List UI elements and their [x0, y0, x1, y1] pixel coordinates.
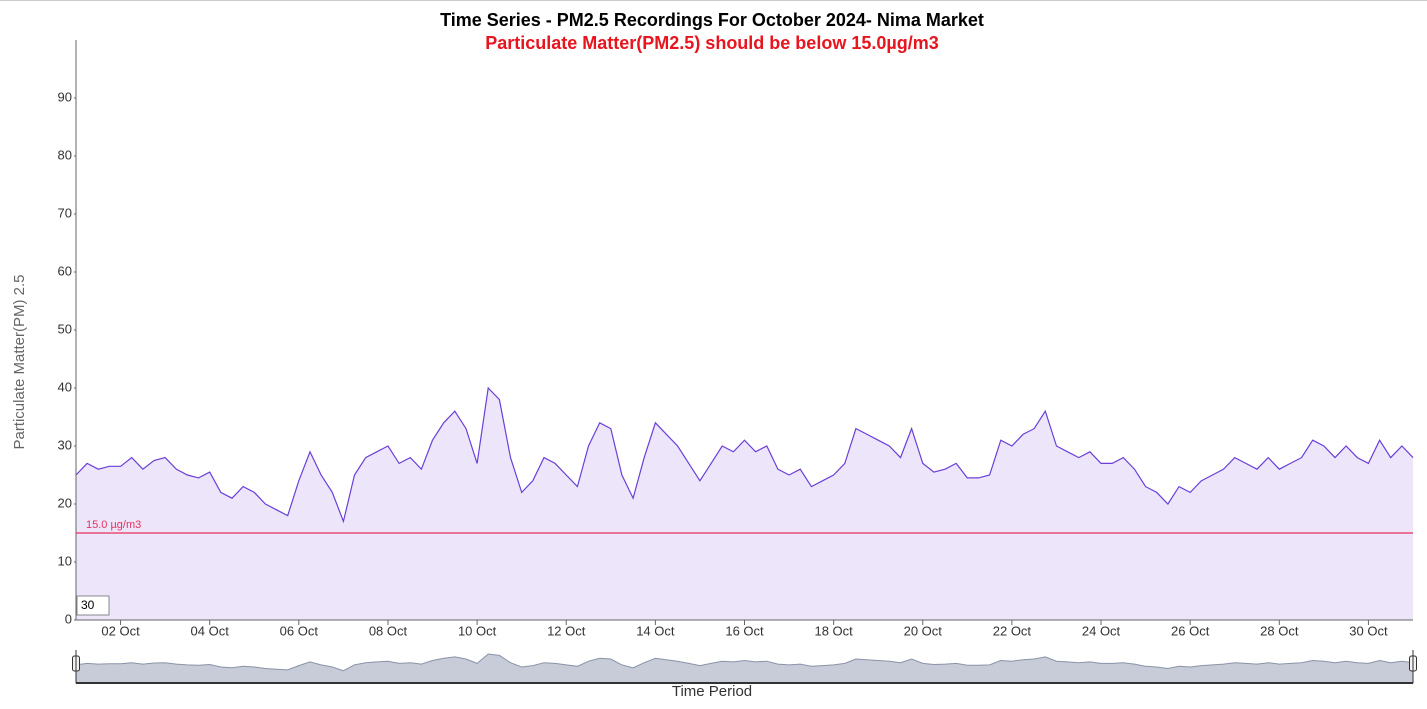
zoom-input-text[interactable]: 30: [81, 598, 95, 612]
x-tick-label: 08 Oct: [369, 623, 408, 638]
x-tick-label: 24 Oct: [1082, 623, 1121, 638]
y-tick-label: 40: [58, 379, 72, 394]
data-line: [75, 386, 1414, 524]
x-tick-label: 06 Oct: [280, 623, 319, 638]
chart-title: Time Series - PM2.5 Recordings For Octob…: [440, 10, 984, 30]
y-tick-label: 60: [58, 263, 72, 278]
zoom-input[interactable]: [76, 595, 110, 616]
x-tick-label: 16 Oct: [725, 623, 764, 638]
chart-subtitle: Particulate Matter(PM2.5) should be belo…: [485, 33, 938, 53]
x-tick-label: 30 Oct: [1349, 623, 1388, 638]
y-tick-label: 70: [58, 205, 72, 220]
y-tick-label: 10: [58, 553, 72, 568]
y-tick-label: 20: [58, 495, 72, 510]
x-tick-label: 14 Oct: [636, 623, 675, 638]
x-tick-label: 02 Oct: [101, 623, 140, 638]
x-tick-label: 10 Oct: [458, 623, 497, 638]
y-tick-label: 80: [58, 147, 72, 162]
y-tick-label: 30: [58, 437, 72, 452]
x-tick-label: 12 Oct: [547, 623, 586, 638]
x-tick-label: 04 Oct: [191, 623, 230, 638]
x-axis-label: Time Period: [672, 683, 752, 700]
x-tick-label: 26 Oct: [1171, 623, 1210, 638]
x-tick-label: 28 Oct: [1260, 623, 1299, 638]
x-tick-label: 22 Oct: [993, 623, 1032, 638]
y-tick-label: 50: [58, 321, 72, 336]
x-tick-label: 20 Oct: [904, 623, 943, 638]
navigator-area: [75, 653, 1414, 684]
x-tick-label: 18 Oct: [814, 623, 853, 638]
y-tick-label: 0: [65, 611, 72, 626]
y-tick-label: 90: [58, 89, 72, 104]
area-fill: [76, 388, 1413, 620]
y-axis-label: Particulate Matter(PM) 2.5: [11, 274, 28, 449]
threshold-label: 15.0 µg/m3: [86, 519, 141, 531]
